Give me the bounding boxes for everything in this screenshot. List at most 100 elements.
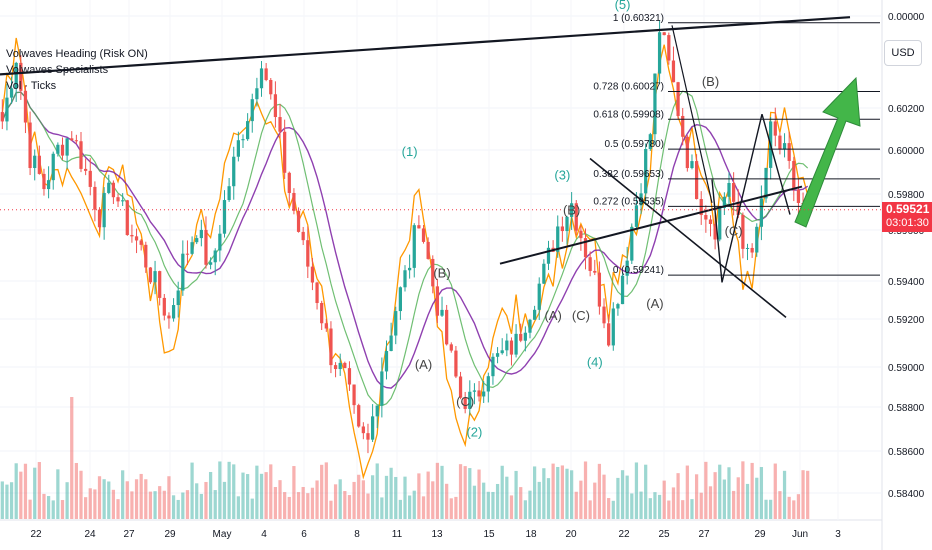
volume-bar: [750, 462, 754, 519]
volume-bar: [51, 500, 55, 519]
volume-bar: [796, 494, 801, 519]
candle-body: [208, 262, 213, 265]
candle-body: [283, 131, 287, 173]
volume-bar: [88, 488, 92, 519]
volume-bar: [347, 495, 352, 519]
volume-bar: [208, 471, 213, 519]
volume-bar: [167, 476, 171, 519]
candle-body: [37, 155, 41, 174]
volume-bar: [227, 461, 231, 519]
candle-body: [357, 405, 361, 427]
candle-body: [500, 350, 504, 354]
candle-body: [537, 283, 541, 310]
candle-body: [42, 173, 46, 190]
volume-bar: [246, 474, 250, 519]
candle-body: [778, 135, 782, 150]
candle-body: [287, 172, 291, 193]
candle-body: [782, 143, 787, 150]
candle-body: [125, 200, 129, 236]
volume-bar: [495, 483, 500, 519]
time-axis[interactable]: 22 24 27 29 May 4 6 8 11 13 15 18 20 22 25 27 29 Jun 3: [30, 529, 841, 540]
candle-body: [468, 391, 472, 409]
volume-bar: [306, 493, 310, 519]
price-tick-label: 0.60000: [888, 146, 925, 157]
candle-body: [347, 368, 352, 385]
candle-body: [315, 282, 319, 304]
fib-level-label: 1 (0.60321): [613, 13, 664, 24]
candle-body: [19, 62, 23, 91]
fib-level-label: 0 (0.59241): [613, 265, 664, 276]
candle-body: [445, 309, 449, 345]
volume-bar: [787, 496, 791, 519]
candle-body: [324, 323, 328, 329]
candle-body: [213, 250, 217, 263]
volume-bar: [727, 467, 731, 519]
price-axis[interactable]: 0.000000.602000.600000.598000.596000.594…: [888, 12, 925, 500]
candle-body: [60, 144, 65, 156]
volume-bar: [773, 463, 777, 519]
candle-body: [588, 257, 592, 271]
candle-body: [644, 149, 648, 194]
legend-item-heading[interactable]: Volwaves Heading (Risk ON): [6, 48, 148, 60]
candle-body: [667, 35, 671, 61]
candle-body: [384, 351, 389, 372]
candle-body: [796, 189, 801, 203]
volume-bar: [329, 500, 333, 519]
volume-bar: [361, 480, 365, 519]
volume-bar: [264, 472, 268, 519]
candle-body: [232, 156, 236, 187]
candle-body: [449, 344, 453, 351]
candle-body: [662, 32, 666, 36]
volume-bar: [153, 491, 157, 519]
candle-body: [204, 229, 208, 265]
legend-item-vol-ticks[interactable]: Vol · Ticks: [6, 80, 57, 92]
legend-item-specialists[interactable]: Volwaves Specialists: [6, 64, 109, 76]
candle-body: [74, 140, 78, 142]
candle-body: [246, 121, 250, 140]
candle-body: [167, 315, 171, 319]
volume-bar: [644, 464, 648, 519]
candle-body: [278, 117, 282, 132]
volume-bar: [14, 463, 18, 519]
volume-bar: [283, 492, 287, 519]
candle-body: [482, 391, 486, 397]
volume-bar: [500, 465, 504, 519]
volume-bar: [56, 469, 60, 519]
candle-body: [745, 247, 750, 249]
volume-bar: [144, 479, 148, 519]
volume-bar: [565, 468, 569, 519]
currency-button[interactable]: USD: [884, 40, 922, 66]
candle-body: [264, 68, 268, 80]
volume-bar: [338, 479, 342, 519]
candle-body: [435, 286, 440, 316]
volume-bar: [607, 498, 611, 519]
volume-bar: [472, 485, 477, 519]
candle-body: [111, 182, 116, 198]
candle-body: [732, 183, 736, 202]
candle-body: [158, 271, 162, 298]
volume-bar: [269, 464, 273, 519]
volume-bar: [190, 462, 194, 519]
volume-bar: [403, 476, 407, 519]
candle-body: [320, 303, 324, 324]
volume-bar: [185, 490, 190, 519]
wave-label: (B): [433, 266, 450, 281]
candle-body: [107, 182, 111, 193]
candle-body: [681, 115, 685, 137]
candle-body: [218, 233, 222, 251]
candle-body: [333, 365, 338, 370]
candle-body: [755, 226, 759, 253]
volume-bar: [394, 476, 398, 519]
volume-bar: [523, 500, 527, 519]
volume-bar: [546, 478, 551, 519]
price-tick-label: 0.60200: [888, 104, 925, 115]
candle-body: [630, 226, 634, 261]
volume-bar: [445, 483, 449, 519]
volume-bar: [370, 475, 375, 519]
volume-bar: [421, 496, 426, 519]
candle-body: [787, 143, 791, 161]
candle-body: [255, 88, 259, 100]
candle-body: [352, 384, 356, 406]
candle-body: [505, 340, 509, 351]
